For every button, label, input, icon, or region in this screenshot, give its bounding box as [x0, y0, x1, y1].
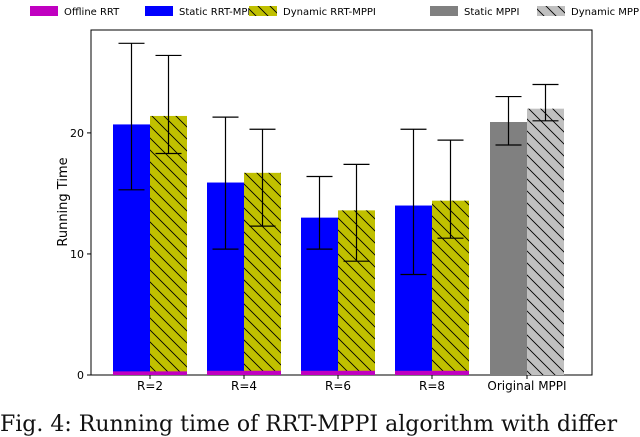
error-bar-static-rrt-mppi-r-4 [212, 116, 239, 250]
bar-hatch-dynamic-mppi-original-mppi [527, 108, 564, 376]
bar-static-mppi-original-mppi [490, 122, 527, 375]
legend-swatch-static-rrt-mppi [145, 6, 173, 16]
legend-item-dynamic-mppi: Dynamic MPPI [537, 6, 640, 18]
error-bar-static-rrt-mppi-r-6 [306, 175, 333, 250]
bar-offline-rrt-r-2 [113, 371, 187, 375]
x-tick-label-r-4: R=4 [231, 379, 257, 393]
error-bar-dynamic-rrt-mppi-r-8 [437, 139, 464, 239]
x-tick-label-original-mppi: Original MPPI [487, 379, 566, 393]
legend-item-static-mppi: Static MPPI [430, 6, 519, 18]
bar-offline-rrt-r-8 [395, 370, 469, 375]
y-tick-label-10: 10 [70, 248, 84, 261]
axes: R=2 R=4 R=6 R=8 Original MPPI 0 10 20 [70, 127, 567, 393]
error-bar-static-rrt-mppi-r-2 [118, 42, 145, 191]
bar-hatch-dynamic-rrt-mppi-r-2 [150, 115, 187, 376]
error-bar-static-mppi-original-mppi [495, 95, 522, 146]
legend: Offline RRT Static RRT-MPPI Dynamic RRT-MP… [30, 6, 640, 18]
error-bars [118, 42, 559, 276]
legend-label-offline-rrt: Offline RRT [64, 7, 120, 18]
chart: Offline RRT Static RRT-MPPI Dynamic RRT-MP… [30, 6, 640, 393]
figure-caption: Fig. 4: Running time of RRT-MPPI algorit… [0, 412, 618, 437]
error-bar-dynamic-rrt-mppi-r-2 [155, 54, 182, 155]
bars [113, 108, 564, 376]
legend-label-static-mppi: Static MPPI [464, 7, 519, 18]
legend-swatch-static-mppi [430, 6, 458, 16]
legend-item-offline-rrt: Offline RRT [30, 6, 120, 18]
error-bar-dynamic-rrt-mppi-r-6 [343, 163, 370, 262]
legend-label-dynamic-mppi: Dynamic MPPI [571, 7, 640, 18]
y-tick-label-20: 20 [70, 127, 84, 140]
legend-label-static-rrt-mppi: Static RRT-MPPI [179, 7, 256, 18]
y-axis-label: Running Time [56, 157, 71, 246]
y-tick-label-0: 0 [77, 369, 84, 382]
bar-offline-rrt-r-6 [301, 370, 375, 375]
legend-item-dynamic-rrt-mppi: Dynamic RRT-MPPI [249, 6, 376, 18]
legend-swatch-hatch-dynamic-rrt-mppi [249, 6, 277, 16]
legend-swatch-offline-rrt [30, 6, 58, 16]
bar-offline-rrt-r-4 [207, 370, 281, 375]
error-bar-dynamic-mppi-original-mppi [532, 83, 559, 122]
legend-label-dynamic-rrt-mppi: Dynamic RRT-MPPI [283, 7, 376, 18]
x-tick-label-r-8: R=8 [419, 379, 445, 393]
error-bar-static-rrt-mppi-r-8 [400, 128, 427, 276]
x-tick-label-r-2: R=2 [137, 379, 163, 393]
error-bar-dynamic-rrt-mppi-r-4 [249, 128, 276, 227]
legend-item-static-rrt-mppi: Static RRT-MPPI [145, 6, 256, 18]
x-tick-label-r-6: R=6 [325, 379, 351, 393]
legend-swatch-hatch-dynamic-mppi [537, 6, 565, 16]
